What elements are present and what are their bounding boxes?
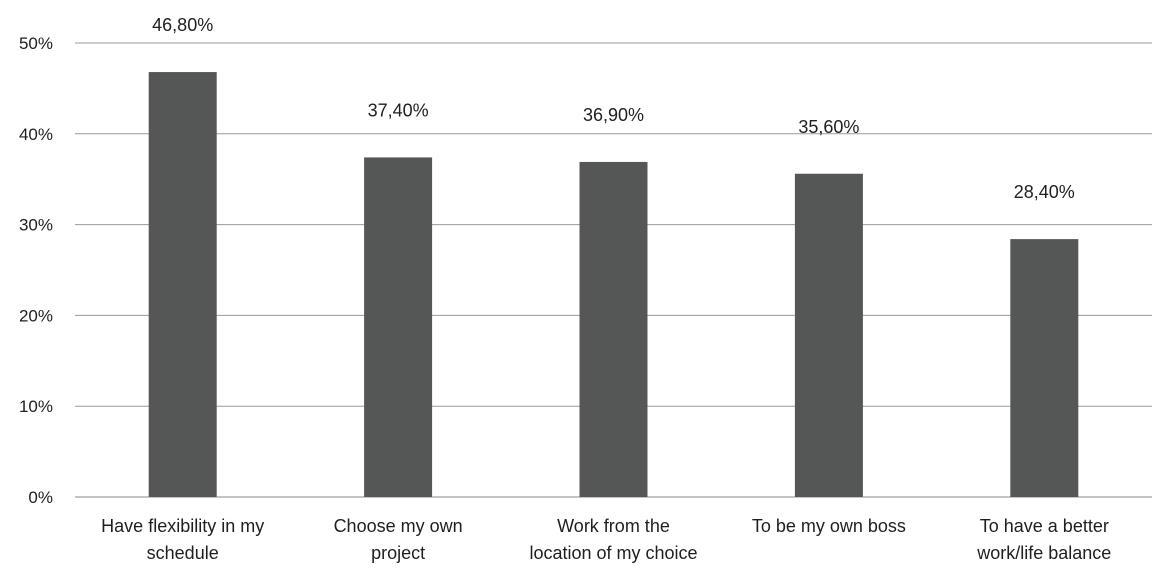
category-label: Work from the location of my choice: [529, 516, 697, 563]
category-label: To have a better work/life balance: [976, 516, 1111, 563]
y-tick-label: 0%: [28, 488, 53, 507]
y-tick-label: 50%: [19, 34, 53, 53]
category-label-line: schedule: [147, 543, 219, 563]
category-label-line: To be my own boss: [752, 516, 906, 536]
category-label: Have flexibility in my schedule: [101, 516, 264, 563]
data-label: 35,60%: [798, 117, 859, 137]
category-label-line: Have flexibility in my: [101, 516, 264, 536]
data-label: 28,40%: [1014, 182, 1075, 202]
y-tick-label: 30%: [19, 216, 53, 235]
data-label: 36,90%: [583, 105, 644, 125]
x-axis-category-labels: Have flexibility in my schedule Choose my …: [101, 516, 1111, 563]
y-tick-label: 10%: [19, 397, 53, 416]
category-label: Choose my own project: [334, 516, 463, 563]
y-tick-label: 20%: [19, 306, 53, 325]
data-label: 37,40%: [368, 100, 429, 120]
y-tick-label: 40%: [19, 125, 53, 144]
bars: [148, 72, 1079, 498]
data-labels: 46,80% 37,40% 36,90% 35,60% 28,40%: [152, 15, 1075, 202]
category-label-line: project: [371, 543, 425, 563]
y-axis-tick-labels: 0% 10% 20% 30% 40% 50%: [19, 34, 53, 507]
category-label-line: Work from the: [557, 516, 670, 536]
bar: [364, 157, 433, 497]
bar: [148, 72, 217, 497]
category-label-line: Choose my own: [334, 516, 463, 536]
category-label-line: work/life balance: [976, 543, 1111, 563]
bar: [579, 161, 648, 497]
category-label-line: location of my choice: [529, 543, 697, 563]
category-label: To be my own boss: [752, 516, 906, 536]
category-label-line: To have a better: [980, 516, 1109, 536]
bar: [1010, 239, 1079, 498]
data-label: 46,80%: [152, 15, 213, 35]
bar: [794, 173, 863, 497]
